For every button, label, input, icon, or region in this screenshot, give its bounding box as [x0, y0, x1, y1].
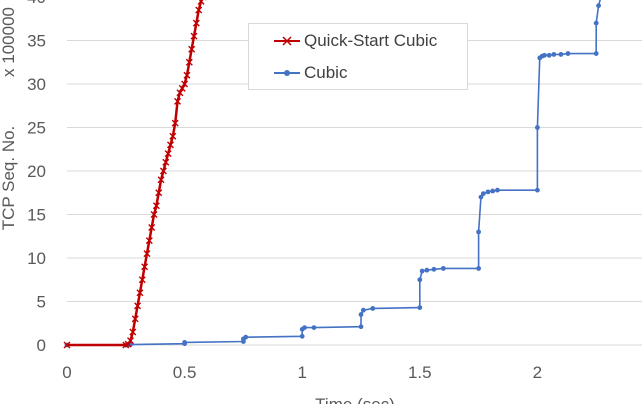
data-point-quick-start-cubic	[176, 89, 184, 97]
data-point-cubic	[495, 187, 500, 193]
data-point-quick-start-cubic	[171, 119, 179, 127]
x-tick-label-2: 2	[533, 363, 542, 382]
data-point-cubic	[542, 52, 547, 58]
data-point-cubic	[485, 189, 491, 195]
data-point-quick-start-cubic	[150, 211, 158, 218]
y-axis-title: TCP Seq. No.	[0, 126, 18, 231]
y-tick-label-40: 40	[27, 0, 46, 7]
data-point-cubic	[419, 268, 425, 274]
data-point-quick-start-cubic	[131, 315, 139, 323]
data-point-quick-start-cubic	[178, 84, 186, 92]
legend-label-cubic: Cubic	[304, 63, 348, 82]
data-point-quick-start-cubic	[63, 341, 71, 349]
y-tick-label-20: 20	[27, 162, 46, 181]
data-point-cubic	[546, 52, 552, 58]
x-axis-title: Time (sec)	[315, 395, 395, 404]
data-point-quick-start-cubic	[136, 289, 144, 297]
data-point-cubic	[565, 51, 571, 56]
data-point-quick-start-cubic	[169, 132, 177, 140]
data-point-cubic	[535, 187, 540, 193]
data-point-quick-start-cubic	[148, 224, 156, 232]
data-point-quick-start-cubic	[181, 80, 189, 88]
data-point-quick-start-cubic	[159, 167, 167, 175]
data-point-quick-start-cubic	[190, 32, 198, 40]
data-point-quick-start-cubic	[124, 340, 132, 348]
data-point-cubic	[360, 307, 366, 313]
data-point-cubic	[431, 266, 437, 272]
y-tick-label-5: 5	[37, 293, 46, 312]
legend: Quick-Start Cubic Cubic	[248, 23, 468, 90]
data-point-quick-start-cubic	[195, 6, 203, 14]
data-point-cubic	[476, 266, 481, 271]
data-point-cubic	[480, 191, 486, 197]
data-point-quick-start-cubic	[138, 276, 146, 284]
legend-item-cubic: Cubic	[274, 61, 347, 85]
data-point-quick-start-cubic	[134, 302, 142, 310]
y-tick-label-15: 15	[27, 206, 46, 225]
data-point-quick-start-cubic	[197, 0, 205, 5]
legend-swatch-cubic	[274, 70, 300, 76]
x-tick-label-1.5: 1.5	[408, 363, 432, 382]
series-cubic	[64, 0, 601, 348]
data-point-cubic	[182, 339, 188, 345]
data-point-quick-start-cubic	[141, 263, 149, 271]
data-point-cubic	[593, 20, 599, 26]
data-point-cubic	[299, 333, 305, 339]
data-point-cubic	[370, 306, 376, 311]
data-point-quick-start-cubic	[162, 158, 170, 166]
data-point-cubic	[358, 324, 364, 330]
data-point-quick-start-cubic	[145, 237, 153, 245]
data-point-cubic	[476, 229, 481, 235]
data-point-quick-start-cubic	[174, 97, 182, 105]
data-point-cubic	[478, 194, 484, 200]
data-point-cubic	[596, 3, 601, 9]
data-point-quick-start-cubic	[164, 150, 172, 158]
data-point-cubic	[551, 52, 557, 57]
data-point-quick-start-cubic	[143, 250, 151, 258]
data-point-cubic	[490, 188, 496, 194]
data-point-quick-start-cubic	[192, 19, 200, 27]
legend-swatch-quick-start-cubic	[274, 36, 300, 46]
data-point-quick-start-cubic	[183, 71, 191, 79]
y-tick-label-30: 30	[27, 75, 46, 94]
y-axis-multiplier: x 100000	[0, 7, 18, 77]
data-point-cubic	[243, 334, 249, 340]
data-point-quick-start-cubic	[188, 45, 196, 53]
data-point-quick-start-cubic	[157, 176, 165, 184]
y-tick-label-10: 10	[27, 249, 46, 268]
x-tick-label-0: 0	[62, 363, 71, 382]
data-point-cubic	[358, 312, 364, 317]
data-point-quick-start-cubic	[155, 189, 163, 197]
data-point-quick-start-cubic	[129, 328, 137, 336]
data-point-cubic	[417, 305, 423, 310]
x-tick-label-0.5: 0.5	[173, 363, 197, 382]
legend-item-quick-start-cubic: Quick-Start Cubic	[274, 29, 437, 53]
data-point-quick-start-cubic	[152, 202, 160, 210]
data-point-quick-start-cubic	[127, 337, 134, 345]
data-point-cubic	[558, 52, 564, 57]
data-point-cubic	[417, 277, 423, 283]
series-layer	[63, 0, 601, 349]
data-point-quick-start-cubic	[185, 58, 193, 66]
legend-label-quick-start-cubic: Quick-Start Cubic	[304, 31, 438, 50]
y-tick-label-35: 35	[27, 32, 46, 51]
series-line-quick-start-cubic	[67, 0, 204, 347]
y-tick-labels: 0 5 10 15 20 25 30 35 40	[27, 0, 46, 355]
y-tick-label-0: 0	[37, 336, 46, 355]
x-tick-labels: 00.511.522.5	[62, 363, 542, 382]
data-point-quick-start-cubic	[166, 141, 174, 149]
y-tick-label-25: 25	[27, 119, 46, 138]
series-quick-start-cubic	[63, 0, 207, 349]
x-tick-label-1: 1	[297, 363, 306, 382]
data-point-cubic	[311, 325, 317, 330]
data-point-cubic	[440, 266, 446, 271]
data-point-cubic	[424, 267, 430, 273]
data-point-cubic	[535, 125, 540, 130]
data-point-cubic	[593, 51, 599, 56]
data-point-cubic	[302, 325, 307, 330]
